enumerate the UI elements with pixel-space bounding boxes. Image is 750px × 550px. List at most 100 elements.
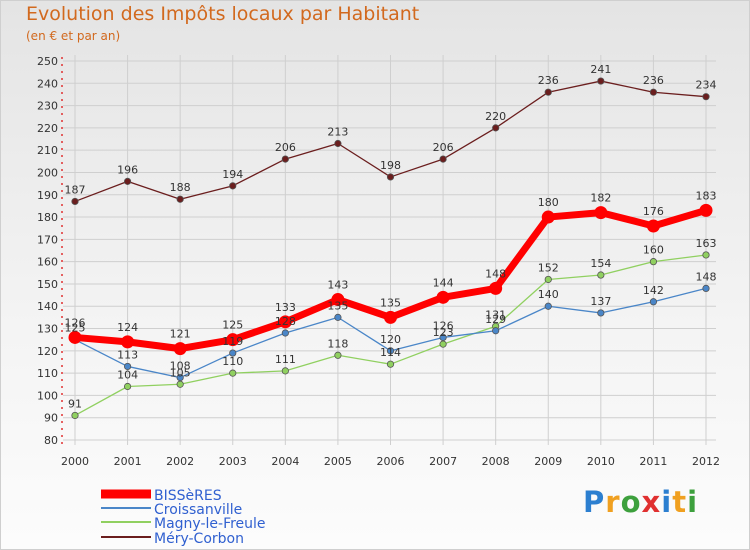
data-point — [121, 335, 135, 349]
x-tick-label: 2006 — [377, 455, 405, 468]
y-tick-label: 140 — [37, 300, 58, 313]
data-point — [123, 177, 132, 185]
data-label: 114 — [380, 346, 401, 359]
data-label: 123 — [433, 326, 454, 339]
data-label: 148 — [485, 267, 506, 280]
data-point — [436, 290, 450, 304]
logo-letter: x — [641, 485, 662, 519]
data-label: 111 — [275, 353, 296, 366]
logo-letter: i — [661, 485, 673, 519]
data-label: 118 — [327, 337, 348, 350]
data-point — [649, 88, 658, 96]
data-label: 113 — [117, 348, 138, 361]
y-tick-label: 210 — [37, 144, 58, 157]
logo-letter: o — [620, 485, 642, 519]
data-point — [176, 195, 184, 203]
data-point — [649, 258, 658, 266]
data-label: 125 — [65, 322, 86, 335]
data-label: 137 — [590, 295, 611, 308]
logo-letter: P — [583, 485, 606, 519]
data-point — [489, 281, 503, 295]
legend-label: Croissanville — [154, 502, 242, 518]
data-label: 135 — [327, 299, 348, 312]
y-tick-label: 130 — [37, 323, 58, 336]
data-point — [331, 293, 345, 307]
x-tick-label: 2012 — [692, 455, 720, 468]
data-label: 160 — [643, 244, 664, 257]
data-point — [702, 93, 710, 101]
x-tick-label: 2002 — [166, 455, 194, 468]
data-label: 119 — [222, 335, 243, 348]
data-label: 148 — [696, 270, 717, 283]
data-label: 126 — [433, 319, 454, 332]
data-label: 188 — [170, 181, 191, 194]
data-point — [386, 360, 395, 368]
data-point — [594, 206, 608, 220]
data-label: 220 — [485, 110, 506, 123]
data-point — [702, 284, 710, 292]
x-tick-label: 2010 — [587, 455, 615, 468]
y-tick-label: 170 — [37, 233, 58, 246]
data-point — [699, 203, 713, 217]
data-point — [176, 380, 184, 388]
y-tick-label: 90 — [44, 412, 58, 425]
data-point — [544, 88, 552, 96]
data-point — [544, 302, 552, 310]
data-label: 126 — [65, 316, 86, 329]
y-tick-label: 100 — [37, 389, 58, 402]
x-tick-label: 2000 — [61, 455, 89, 468]
data-point — [646, 219, 660, 233]
legend-label: Méry-Corbon — [154, 531, 244, 547]
y-tick-label: 220 — [37, 122, 58, 135]
data-point — [597, 77, 605, 85]
data-label: 152 — [538, 261, 559, 274]
x-tick-label: 2001 — [114, 455, 142, 468]
data-label: 135 — [380, 296, 401, 309]
data-point — [649, 298, 658, 306]
data-label: 124 — [117, 321, 138, 334]
y-tick-label: 80 — [44, 434, 58, 447]
chart-title: Evolution des Impôts locaux par Habitant — [26, 3, 420, 25]
data-point — [173, 342, 187, 356]
x-tick-label: 2005 — [324, 455, 352, 468]
x-tick-label: 2008 — [482, 455, 510, 468]
data-label: 129 — [485, 313, 506, 326]
data-label: 154 — [590, 257, 611, 270]
data-point — [229, 182, 237, 190]
data-point — [541, 210, 555, 224]
data-point — [384, 310, 397, 324]
y-tick-label: 120 — [37, 345, 58, 358]
data-point — [278, 315, 292, 329]
data-point — [702, 251, 710, 259]
data-label: 110 — [222, 355, 243, 368]
data-label: 105 — [170, 366, 191, 379]
data-point — [334, 351, 342, 359]
data-point — [281, 155, 289, 163]
data-point — [123, 382, 132, 391]
data-label: 104 — [117, 368, 138, 381]
data-point — [439, 155, 447, 163]
data-point — [386, 173, 395, 181]
data-point — [281, 367, 289, 375]
legend-label: BISSèRES — [154, 488, 222, 504]
data-label: 213 — [327, 125, 348, 138]
data-label: 236 — [643, 74, 664, 87]
data-label: 182 — [590, 192, 611, 205]
data-point — [492, 327, 500, 335]
data-label: 206 — [275, 141, 296, 154]
data-label: 143 — [327, 279, 348, 292]
data-label: 128 — [275, 315, 296, 328]
x-tick-label: 2009 — [534, 455, 562, 468]
logo-letter: r — [605, 485, 621, 519]
y-tick-label: 160 — [37, 256, 58, 269]
y-tick-label: 110 — [37, 367, 58, 380]
data-label: 234 — [696, 79, 717, 92]
data-label: 142 — [643, 284, 664, 297]
proxiti-logo: Proxiti — [583, 485, 698, 519]
logo-letter: i — [687, 485, 699, 519]
data-point — [597, 309, 605, 317]
y-tick-label: 150 — [37, 278, 58, 291]
data-label: 187 — [65, 183, 86, 196]
y-tick-label: 240 — [37, 77, 58, 90]
chart-grid — [63, 55, 716, 445]
